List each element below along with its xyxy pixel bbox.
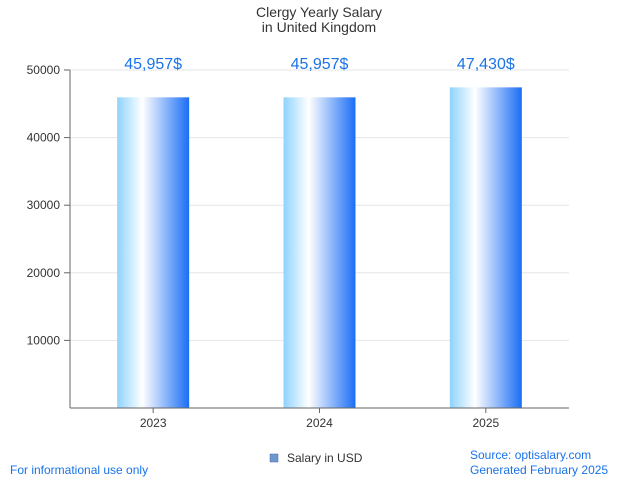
bar-2025 xyxy=(449,87,522,408)
y-tick-label: 30000 xyxy=(27,198,61,212)
y-tick-label: 10000 xyxy=(27,333,61,347)
data-label-2023: 45,957$ xyxy=(124,56,182,73)
data-label-2024: 45,957$ xyxy=(291,56,349,73)
x-axis-ticks: 2023 2024 2025 xyxy=(140,408,500,430)
chart-subtitle: in United Kingdom xyxy=(262,19,376,35)
legend-swatch xyxy=(269,453,279,463)
data-label-2025: 47,430$ xyxy=(457,56,515,73)
y-axis-ticks: 10000 20000 30000 40000 50000 xyxy=(27,63,70,347)
bar-2023 xyxy=(117,97,190,408)
footer-source: Source: optisalary.com xyxy=(470,448,591,462)
bars xyxy=(117,87,522,408)
x-tick-label: 2023 xyxy=(140,416,167,430)
bar-2024 xyxy=(283,97,356,408)
data-labels: 45,957$ 45,957$ 47,430$ xyxy=(124,56,515,73)
x-tick-label: 2025 xyxy=(472,416,499,430)
chart-title: Clergy Yearly Salary xyxy=(256,4,382,20)
footer-disclaimer: For informational use only xyxy=(10,463,148,477)
y-tick-label: 40000 xyxy=(27,131,61,145)
y-tick-label: 50000 xyxy=(27,63,61,77)
footer-generated: Generated February 2025 xyxy=(470,463,608,477)
legend: Salary in USD xyxy=(269,451,363,465)
legend-label: Salary in USD xyxy=(287,451,363,465)
x-tick-label: 2024 xyxy=(306,416,333,430)
y-tick-label: 20000 xyxy=(27,266,61,280)
